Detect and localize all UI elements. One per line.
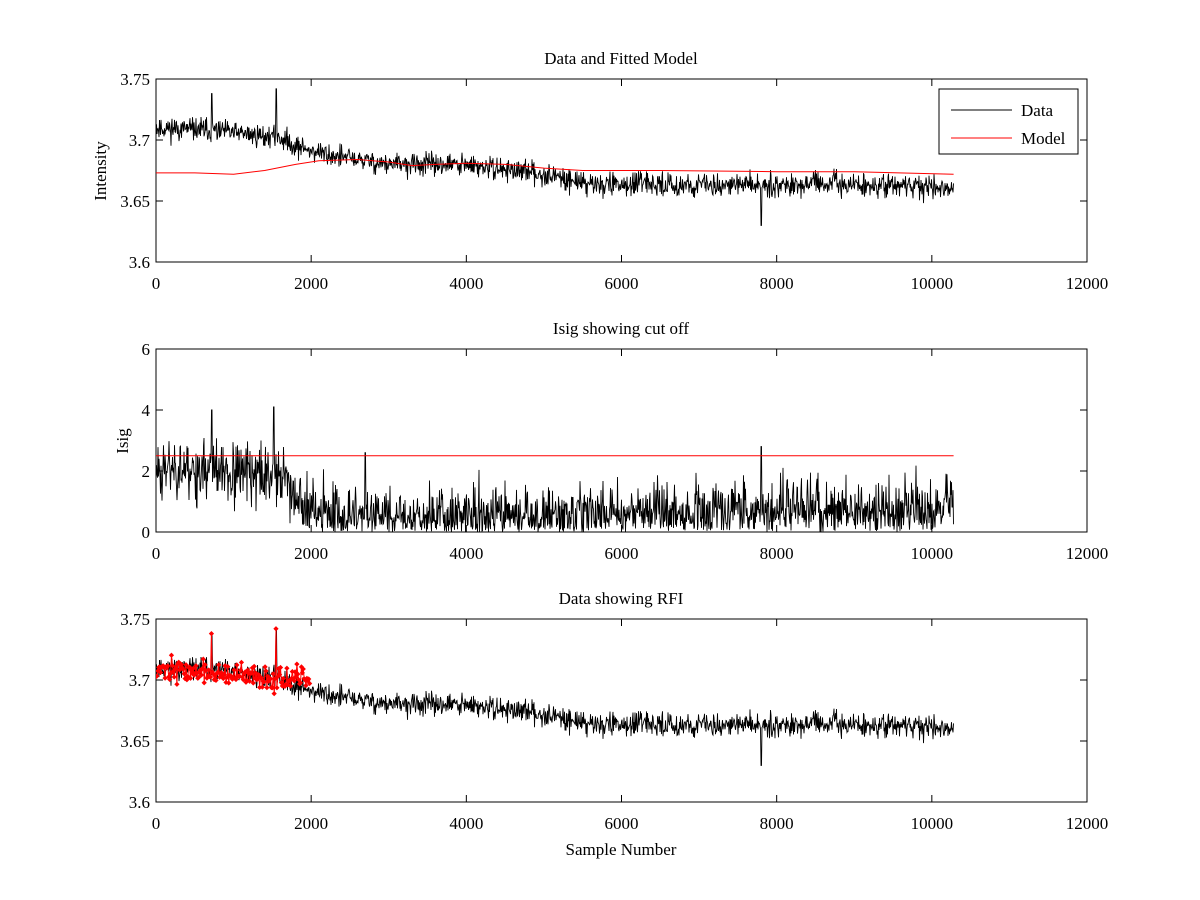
panel-2-series-isig	[156, 406, 954, 532]
y-tick-label: 0	[142, 523, 151, 542]
rfi-marker	[201, 680, 207, 686]
x-tick-label: 2000	[294, 814, 328, 833]
x-tick-label: 6000	[605, 814, 639, 833]
panel-2-plot: 0 2000 4000 6000 8000 10000 12000 0 2 4 6	[142, 340, 1109, 563]
y-tick-label: 3.6	[129, 793, 150, 812]
panel-3-xlabel: Sample Number	[566, 840, 677, 859]
x-tick-label: 0	[152, 814, 161, 833]
y-tick-label: 3.6	[129, 253, 150, 272]
panel-1-series-data	[156, 88, 954, 226]
x-tick-label: 0	[152, 544, 161, 563]
panel-3-series-rfi	[156, 626, 313, 697]
y-tick-label: 3.75	[120, 70, 150, 89]
y-tick-label: 3.75	[120, 610, 150, 629]
panel-3-title: Data showing RFI	[559, 589, 684, 608]
x-tick-label: 12000	[1066, 544, 1109, 563]
x-tick-label: 8000	[760, 814, 794, 833]
y-tick-label: 2	[142, 462, 151, 481]
legend-data-label: Data	[1021, 101, 1054, 120]
x-tick-label: 6000	[605, 274, 639, 293]
x-tick-label: 4000	[449, 544, 483, 563]
y-tick-label: 3.7	[129, 131, 151, 150]
legend-model-label: Model	[1021, 129, 1066, 148]
x-tick-label: 12000	[1066, 814, 1109, 833]
y-tick-label: 3.7	[129, 671, 151, 690]
panel-1-legend: Data Model	[938, 88, 1079, 155]
panel-1-title: Data and Fitted Model	[544, 49, 698, 68]
y-tick-label: 4	[142, 401, 151, 420]
panel-2: Isig showing cut off Isig	[113, 319, 689, 454]
x-tick-label: 4000	[449, 274, 483, 293]
panel-1-series-model	[156, 158, 954, 175]
panel-3-series-rfi-line	[156, 628, 311, 694]
x-tick-label: 8000	[760, 544, 794, 563]
x-tick-label: 10000	[911, 274, 954, 293]
x-tick-label: 6000	[605, 544, 639, 563]
x-tick-label: 12000	[1066, 274, 1109, 293]
x-tick-label: 4000	[449, 814, 483, 833]
rfi-marker	[273, 626, 279, 632]
panel-1-plot: 0 2000 4000 6000 8000 10000 12000 3.6 3.65 3.7 3.7…	[120, 70, 1108, 293]
panel-2-title: Isig showing cut off	[553, 319, 689, 338]
x-tick-label: 2000	[294, 274, 328, 293]
panel-3-plot: 0 2000 4000 6000 8000 10000 12000 3.6 3.65 3.7 3.7…	[120, 610, 1108, 833]
y-tick-label: 3.65	[120, 192, 150, 211]
rfi-marker	[168, 652, 175, 658]
panel-3: Data showing RFI Sample Number	[559, 589, 684, 859]
panel-1: Data and Fitted Model Intensity	[91, 49, 698, 201]
x-tick-label: 10000	[911, 814, 954, 833]
y-tick-label: 6	[142, 340, 151, 359]
rfi-marker	[234, 662, 240, 668]
x-tick-label: 8000	[760, 274, 794, 293]
x-tick-label: 2000	[294, 544, 328, 563]
x-tick-label: 0	[152, 274, 161, 293]
panel-2-ylabel: Isig	[113, 428, 132, 454]
legend-box	[938, 88, 1079, 155]
panel-1-ylabel: Intensity	[91, 141, 110, 201]
y-tick-label: 3.65	[120, 732, 150, 751]
x-tick-label: 10000	[911, 544, 954, 563]
